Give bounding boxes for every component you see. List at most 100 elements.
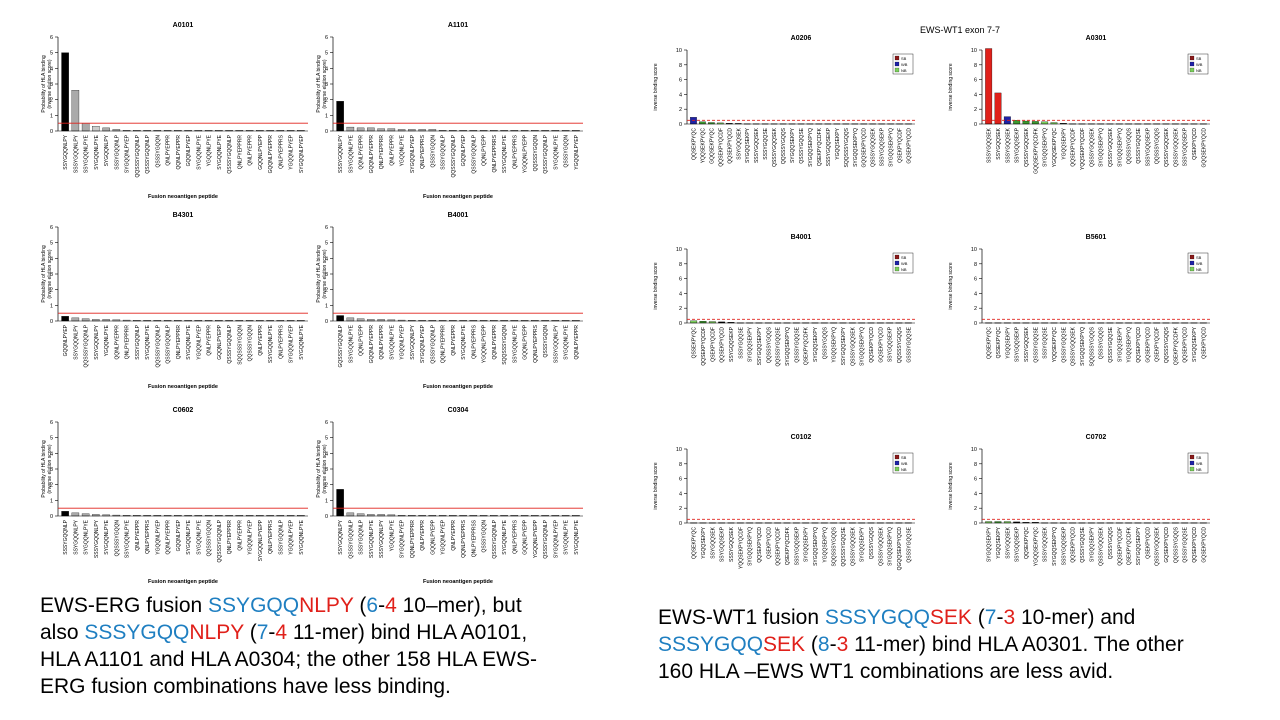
caption-segment: ( — [971, 606, 985, 629]
x-tick-label: QQNLPYEPPRS — [461, 519, 467, 557]
y-tick-label: 0 — [974, 521, 977, 527]
x-tick-label: SYGQQSEKPYQ — [1099, 128, 1105, 167]
bar — [387, 128, 396, 132]
chart-svg: C0102 0 2 4 6 8 10 inverse binding score QQSEKPY… — [653, 434, 915, 570]
x-tick-label: SQQSSSYGQQN — [502, 325, 508, 365]
x-tick-label: QQSSSYGQQNLP — [135, 134, 141, 177]
legend-label: NB — [1196, 267, 1202, 272]
caption-segment: HLA A1101 and HLA A0304; the other 158 H… — [40, 648, 537, 671]
x-tick-label: QQNLPYEPPR — [492, 325, 498, 360]
x-tick-label: QSEKPYQCD — [766, 527, 772, 559]
y-tick-label: 10 — [676, 447, 682, 453]
y-tick-label: 6 — [325, 35, 328, 41]
bar — [102, 127, 110, 132]
x-tick-label: GSSSYGQQSE — [906, 326, 912, 362]
caption-segment: 3 — [1003, 606, 1016, 629]
x-tick-label: QSSSYGQQSEK — [1108, 127, 1114, 167]
x-tick-label: YGQQNLPYEP — [155, 519, 161, 554]
x-tick-label: SSSYGQQSEKP — [1061, 526, 1067, 565]
x-tick-label: SSSYGQQNLP — [359, 519, 365, 554]
caption-segment: 7 — [256, 621, 269, 644]
legend-label: NB — [1196, 467, 1202, 472]
x-axis-label: Fusion neoantigen peptide — [423, 579, 493, 585]
caption-segment: 3 — [836, 633, 849, 656]
x-tick-label: QSSSYGQQSE — [1108, 326, 1114, 362]
caption-segment: 7 — [984, 606, 997, 629]
x-tick-label: QNLPYEPPR — [451, 520, 457, 551]
x-tick-label: QNLPYEPPR — [248, 135, 254, 166]
y-tick-label: 1 — [50, 113, 53, 119]
x-tick-label: SSYGQQNLPY — [73, 324, 79, 359]
x-tick-label: YGQQNLPYEP — [574, 134, 580, 169]
x-tick-label: QQSSSYGQQS — [897, 326, 903, 363]
x-tick-label: SSYGQQSEKP — [729, 326, 735, 362]
x-tick-label: QQSSSYGQQNLP — [451, 134, 457, 177]
x-tick-label: QNLPYEPPRR — [237, 135, 243, 170]
x-tick-label: SYGQQNLPYEP — [125, 134, 131, 173]
bar — [356, 127, 365, 132]
x-tick-label: YGQQSEKPY — [835, 127, 841, 159]
y-tick-label: 1 — [50, 498, 53, 504]
bar — [61, 52, 69, 132]
x-tick-label: SYGQQNLPYE — [186, 519, 192, 554]
x-tick-label: SSSYGQQSEKP — [1145, 127, 1151, 166]
y-tick-label: 6 — [50, 420, 53, 426]
legend-label: NB — [1196, 68, 1202, 73]
caption-segment: NLPY — [299, 594, 354, 617]
y-tick-label: 3 — [325, 467, 328, 473]
x-tick-label: QQSEKPYQCD — [757, 527, 763, 563]
bar — [81, 123, 90, 132]
caption-segment: - — [829, 633, 837, 656]
x-tick-label: SSSYGQQNLP — [114, 134, 120, 169]
x-tick-label: QNLPYEPPRRS — [492, 134, 498, 172]
y-tick-label: 4 — [679, 291, 682, 297]
bar — [71, 90, 80, 132]
bar — [1041, 121, 1049, 125]
x-tick-label: YGQQSEKPY — [1061, 127, 1067, 159]
x-tick-label: QSSSYGQQS — [869, 526, 875, 559]
y-tick-label: 2 — [50, 98, 53, 104]
x-tick-label: QQSSSYGQQS — [1155, 127, 1161, 164]
bar — [356, 513, 365, 517]
x-tick-label: SSSYGQQSEK — [754, 127, 760, 163]
x-tick-label: SSSYGQQSEKP — [826, 127, 832, 166]
chart-title: B4301 — [173, 212, 194, 219]
x-tick-label: YGQQNLPYEP — [196, 324, 202, 359]
y-tick-label: 4 — [974, 291, 977, 297]
x-tick-label: QSSSYGQQSEK — [1155, 526, 1161, 566]
x-tick-label: QQSSSYGQQN — [533, 135, 539, 172]
y-tick-label: 10 — [971, 447, 977, 453]
caption-segment: also — [40, 621, 85, 644]
x-tick-label: QNLPYEPPRS — [145, 519, 151, 554]
x-tick-label: SSSYGQQSEKP — [794, 526, 800, 565]
x-tick-label: YGQQNLPYEP — [289, 134, 295, 169]
y-tick-label: 6 — [50, 35, 53, 41]
y-axis-label: inverse binding score — [653, 63, 659, 110]
x-tick-label: QNLPYEPPRR — [125, 325, 131, 360]
chart-svg: B5601 0 2 4 6 8 10 inverse binding score QQSEKPY… — [948, 234, 1210, 366]
x-tick-label: QSEKPYQCDF — [710, 327, 716, 362]
x-tick-label: QSSSYGQQNLP — [227, 324, 233, 363]
y-axis-label: Probability of HLA binding — [41, 440, 47, 497]
x-tick-label: SYGQQNLPYE — [502, 519, 508, 554]
y-axis-label: (inverse elution score) — [322, 444, 328, 494]
caption-segment: NLPY — [189, 621, 244, 644]
x-tick-label: SSSYGQQSEKP — [1183, 127, 1189, 166]
x-tick-label: QSSSYGQQN — [482, 520, 488, 553]
x-tick-label: QNLPYEPPR — [237, 520, 243, 551]
bar — [356, 318, 365, 322]
x-tick-label: QSSSYGQQNLP — [543, 519, 549, 558]
x-tick-label: QQSSSYGQQNLP — [155, 324, 161, 367]
legend-label: SB — [1196, 455, 1202, 460]
chart-a1101: A1101 0 1 2 3 4 5 6 Probability of HLA binding (i… — [315, 15, 590, 200]
legend-label: NB — [901, 68, 907, 73]
x-tick-label: QNLPYEPPRR — [227, 520, 233, 555]
legend-swatch — [1189, 55, 1195, 61]
legend-label: NB — [901, 267, 907, 272]
bar — [336, 101, 344, 132]
x-tick-label: SYGQQSEKPY — [987, 526, 993, 562]
y-tick-label: 5 — [325, 436, 328, 442]
bar — [336, 315, 344, 322]
legend-label: SB — [901, 56, 907, 61]
y-tick-label: 2 — [325, 98, 328, 104]
